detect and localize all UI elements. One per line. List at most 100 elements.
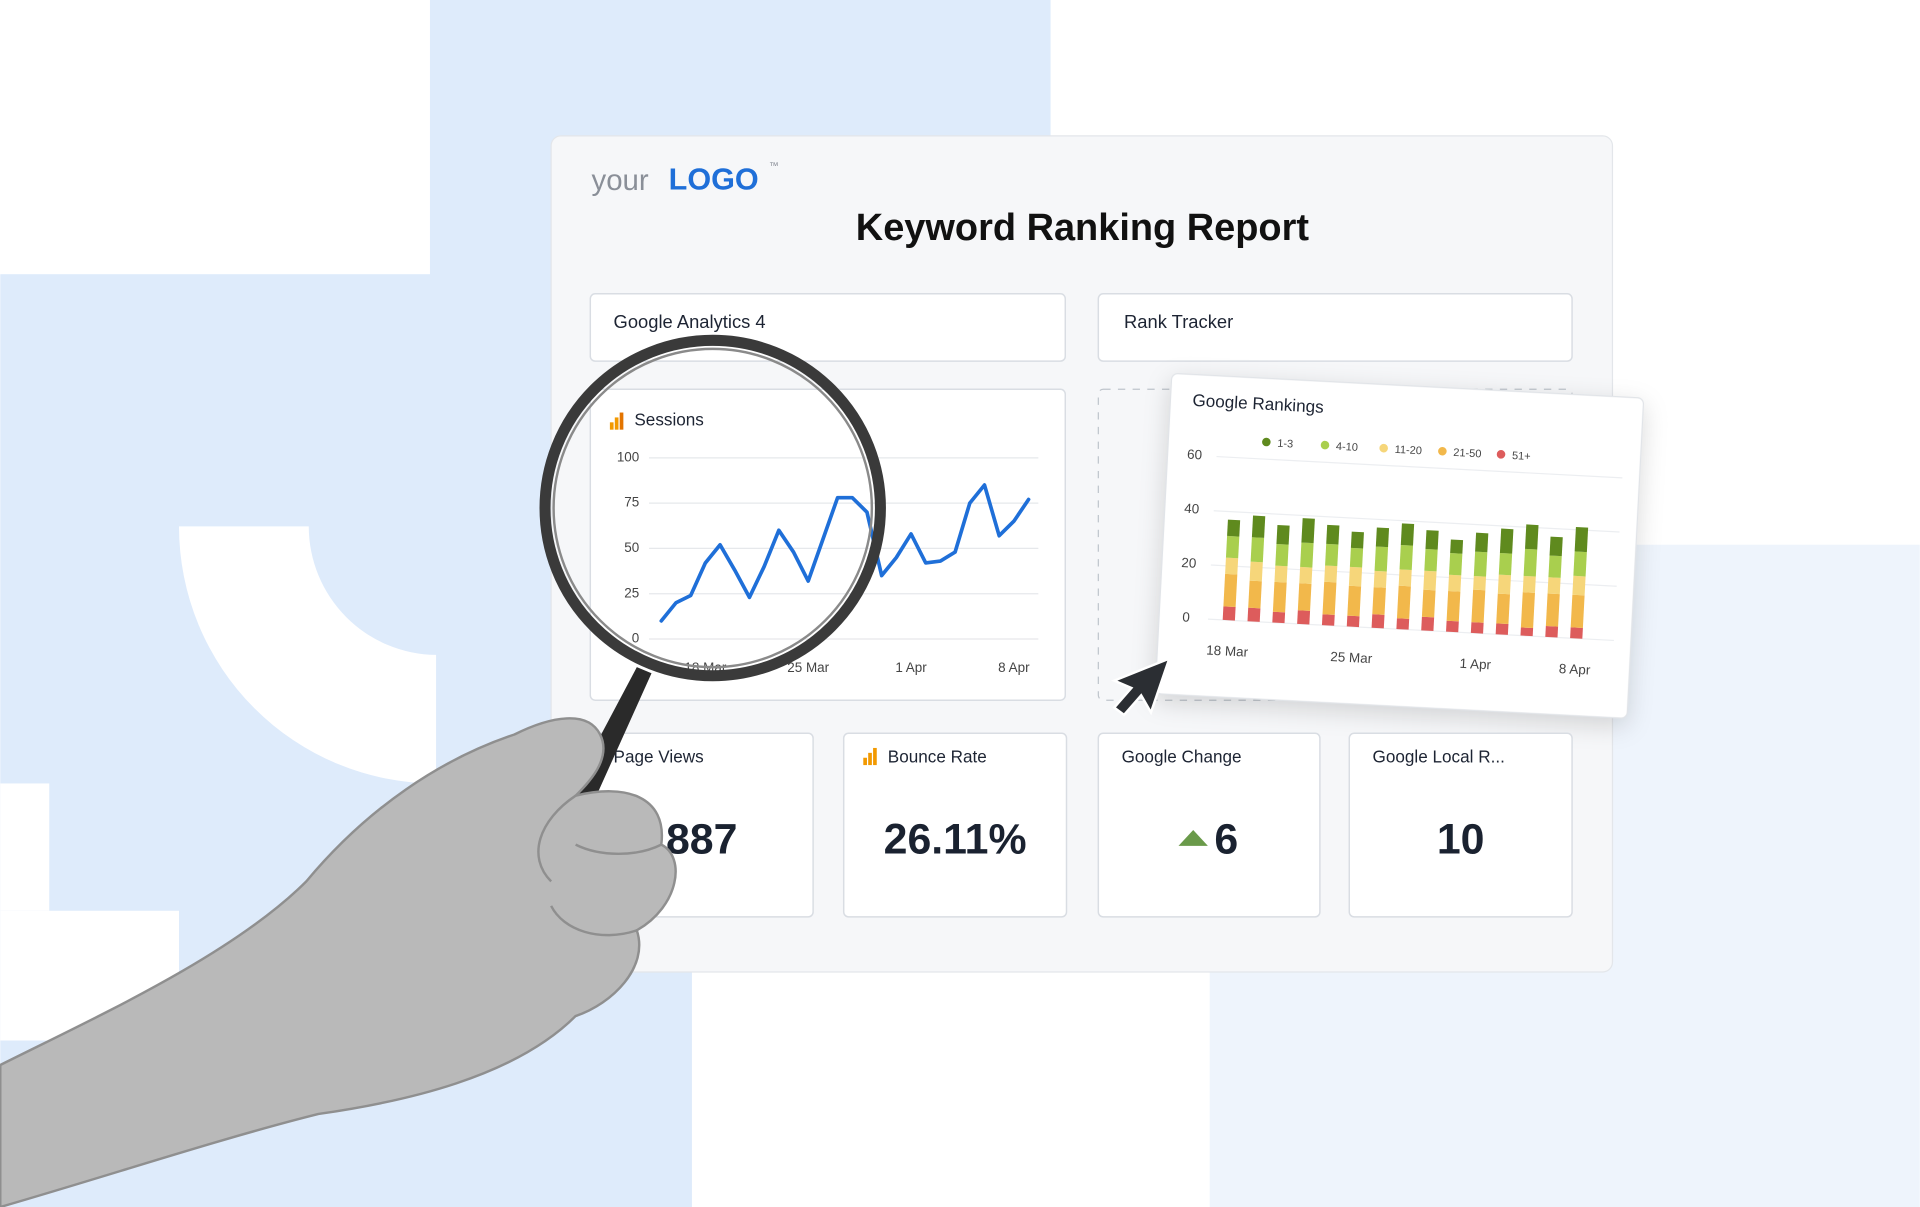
- lens-ring-inner: [552, 347, 874, 669]
- bar-segment: [1448, 574, 1462, 592]
- y-tick-label: 75: [624, 495, 639, 510]
- bar-segment: [1495, 623, 1509, 635]
- bar-segment: [1423, 570, 1437, 591]
- bar-segment: [1347, 585, 1362, 617]
- bar-segment: [1446, 590, 1461, 622]
- bar-segment: [1497, 574, 1512, 595]
- ga-icon: [609, 412, 624, 430]
- bar-segment: [1372, 587, 1386, 615]
- kpi-value: 26.11%: [884, 816, 1027, 864]
- legend-label: 4-10: [1336, 441, 1359, 454]
- ga-icon-bar: [873, 747, 877, 766]
- section-title: Rank Tracker: [1124, 311, 1233, 332]
- legend-label: 21-50: [1453, 447, 1482, 460]
- bar-segment: [1248, 580, 1262, 609]
- bar-segment: [1496, 593, 1511, 625]
- legend-label: 1-3: [1277, 438, 1294, 451]
- bar-segment: [1421, 589, 1436, 618]
- bar-segment: [1272, 611, 1286, 624]
- logo-mark: ™: [769, 161, 779, 172]
- cursor: [1111, 656, 1172, 717]
- bar-segment: [1421, 616, 1435, 631]
- bar-segment: [1570, 627, 1583, 639]
- y-tick-label: 60: [1187, 447, 1203, 463]
- bar-segment: [1545, 593, 1560, 627]
- bar-segment: [1222, 606, 1236, 621]
- bar-segment: [1250, 537, 1265, 563]
- bar-segment: [1225, 535, 1240, 559]
- bar-segment: [1371, 614, 1385, 629]
- bar-segment: [1346, 615, 1360, 628]
- bar-segment: [1547, 577, 1561, 595]
- bar-segment: [1573, 551, 1587, 577]
- bar-segment: [1525, 524, 1539, 550]
- y-tick-label: 25: [624, 585, 639, 600]
- lens-ring: [539, 334, 886, 682]
- kpi-row: Page Views 887 Bounce Rate 26.11% Google Cha…: [589, 732, 1573, 918]
- x-tick-label: 8 Apr: [1559, 661, 1592, 678]
- logo-brand: LOGO: [669, 162, 759, 196]
- kpi-value: 887: [666, 816, 737, 864]
- bar-segment: [1350, 531, 1364, 549]
- bar-segment: [1473, 551, 1488, 577]
- legend-swatch: [1496, 450, 1506, 459]
- hand-detail: [537, 794, 662, 937]
- bar-segment: [1498, 552, 1513, 576]
- y-tick-label: 50: [624, 540, 639, 555]
- bar-segment: [1297, 583, 1312, 611]
- bar-segment: [1424, 549, 1438, 572]
- bar-segment: [1471, 589, 1486, 623]
- bar-segment: [1272, 581, 1287, 613]
- bar-segment: [1274, 565, 1288, 583]
- bar-segment: [1572, 575, 1586, 596]
- bar-segment: [1227, 519, 1241, 537]
- bar-segment: [1374, 546, 1389, 572]
- bar-segment: [1325, 543, 1339, 567]
- section-header: [1097, 293, 1573, 362]
- bar-segment: [1276, 524, 1290, 545]
- bar-segment: [1324, 565, 1338, 583]
- legend-swatch: [1320, 440, 1330, 450]
- legend-swatch: [1438, 446, 1447, 456]
- legend-label: 11-20: [1394, 444, 1422, 457]
- bar-segment: [1275, 543, 1289, 567]
- bar-segment: [1396, 618, 1410, 630]
- bar-segment: [1297, 610, 1311, 625]
- x-tick-label: 1 Apr: [1459, 656, 1492, 673]
- kpi-value: 10: [1437, 816, 1485, 864]
- legend-swatch: [1262, 437, 1271, 447]
- x-tick-label: 25 Mar: [1330, 649, 1373, 666]
- bar-segment: [1375, 527, 1390, 548]
- bar-segment: [1522, 575, 1536, 593]
- legend-swatch: [1379, 443, 1388, 453]
- bar-segment: [1499, 528, 1514, 554]
- bar-segment: [1450, 539, 1464, 554]
- bar-segment: [1520, 592, 1535, 629]
- y-tick-label: 40: [1184, 501, 1200, 517]
- bar-segment: [1449, 553, 1463, 576]
- bar-segment: [1223, 573, 1238, 608]
- chart-card: [589, 388, 1067, 701]
- y-tick-label: 0: [632, 631, 639, 646]
- bar-segment: [1225, 557, 1239, 575]
- bar-segment: [1470, 622, 1484, 634]
- bar-segment: [1396, 585, 1411, 619]
- legend-label: 51+: [1512, 450, 1531, 463]
- bar-segment: [1249, 561, 1263, 582]
- bar-segment: [1570, 594, 1585, 628]
- chart-title: Sessions: [634, 410, 704, 430]
- section-title: Google Analytics 4: [614, 311, 766, 332]
- bar-segment: [1446, 620, 1459, 633]
- x-tick-label: 18 Mar: [1206, 643, 1249, 660]
- ga-icon-bar: [863, 757, 867, 766]
- y-tick-label: 20: [1181, 555, 1197, 571]
- bar-segment: [1348, 566, 1363, 587]
- bar-segment: [1520, 627, 1534, 637]
- kpi-value: 6: [1214, 816, 1238, 864]
- y-tick-label: 100: [617, 449, 639, 464]
- bar-segment: [1299, 566, 1313, 584]
- hand: [0, 717, 677, 1207]
